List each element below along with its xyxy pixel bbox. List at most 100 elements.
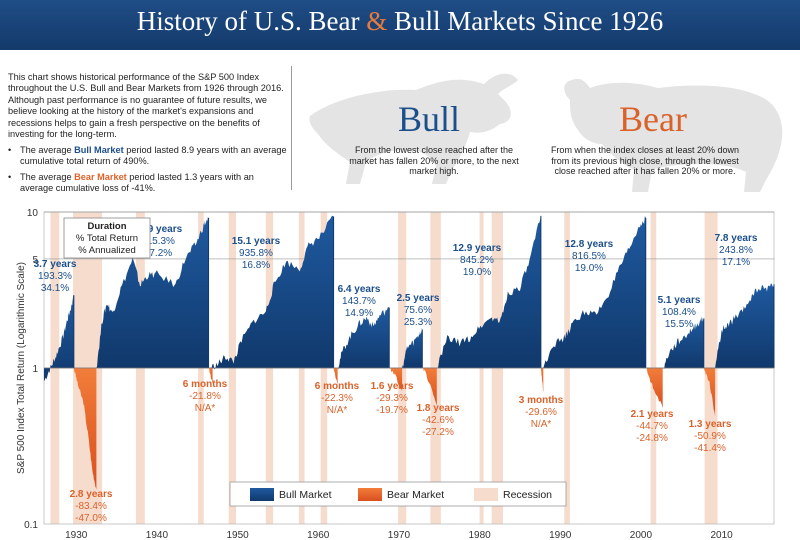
bull-heading: Bull	[398, 99, 461, 139]
legend-bear-label: Bear Market	[387, 489, 444, 501]
divider	[291, 66, 292, 190]
bull-return-label: 816.5%	[572, 251, 606, 262]
bull-return-label: 108.4%	[662, 307, 696, 318]
bear-return-label: -19.7%	[376, 405, 408, 416]
bear-duration-label: 6 months	[315, 381, 360, 392]
key-box-label: % Annualized	[78, 245, 136, 256]
bear-market-area	[389, 368, 403, 392]
bear-return-label: N/A*	[195, 403, 216, 414]
x-tick-label: 2010	[710, 530, 733, 540]
bull-duration-label: 6.4 years	[338, 284, 381, 295]
bear-market-area	[333, 368, 338, 386]
title-bar	[0, 0, 800, 50]
bull-return-label: 17.1%	[722, 257, 750, 268]
bear-duration-label: 1.8 years	[417, 403, 460, 414]
bear-duration-label: 1.6 years	[371, 381, 414, 392]
y-tick-label: 0.1	[24, 520, 38, 531]
bull-market-area	[543, 215, 646, 368]
bull-description: From the lowest close reached after the …	[349, 145, 519, 176]
bull-return-label: 16.8%	[242, 260, 270, 271]
bull-return-label: 935.8%	[239, 248, 273, 259]
bull-duration-label: 3.7 years	[34, 259, 77, 270]
bull-market-area	[402, 327, 423, 368]
bear-duration-label: 6 months	[183, 379, 228, 390]
bull-duration-label: 12.9 years	[453, 243, 502, 254]
bear-description: From when the index closes at least 20% …	[550, 145, 740, 176]
bull-duration-label: 7.8 years	[715, 233, 758, 244]
bull-market-area	[44, 294, 74, 382]
y-tick-label: 10	[27, 208, 39, 219]
key-box-label: Duration	[87, 221, 126, 232]
bear-duration-label: 1.3 years	[689, 419, 732, 430]
bear-duration-label: 2.8 years	[70, 489, 113, 500]
key-box	[63, 217, 151, 259]
x-tick-label: 1950	[226, 530, 249, 540]
y-axis-label: S&P 500 Index Total Return (Logarithmic …	[16, 262, 27, 474]
bull-market-area	[96, 217, 209, 368]
bull-return-label: 845.2%	[460, 255, 494, 266]
bear-return-label: -83.4%	[75, 501, 107, 512]
x-tick-label: 1930	[65, 530, 88, 540]
bear-return-label: -21.8%	[189, 391, 221, 402]
bear-market-area	[423, 368, 437, 406]
bull-return-label: 34.1%	[41, 283, 69, 294]
legend-recession-label: Recession	[503, 489, 552, 501]
bull-market-area	[436, 215, 541, 368]
bull-silhouette-icon	[309, 73, 518, 184]
bear-heading: Bear	[619, 99, 687, 139]
bear-return-label: -22.3%	[321, 393, 353, 404]
bear-duration-label: 2.1 years	[631, 409, 674, 420]
bull-return-label: 25.3%	[404, 317, 432, 328]
bear-market-area	[645, 368, 663, 409]
bull-return-label: 243.8%	[719, 245, 753, 256]
x-tick-label: 1970	[388, 530, 411, 540]
bull-market-area	[209, 215, 334, 370]
legend-bear-swatch	[358, 488, 382, 501]
bull-return-label: 15.5%	[665, 319, 693, 330]
bear-return-label: N/A*	[327, 405, 348, 416]
legend-box	[229, 481, 567, 507]
bull-return-label: 19.0%	[463, 267, 491, 278]
bull-market-area	[715, 282, 774, 368]
bull-market-area	[337, 307, 390, 370]
legend-recession-swatch	[474, 488, 498, 501]
x-tick-label: 1940	[146, 530, 169, 540]
bull-return-label: 193.3%	[38, 271, 72, 282]
bear-market-area	[540, 368, 544, 392]
bear-silhouette-icon	[564, 78, 783, 192]
bullet-bear: • The average Bear Market period lasted …	[8, 172, 254, 194]
bull-duration-label: 2.5 years	[397, 293, 440, 304]
x-tick-label: 1980	[468, 530, 491, 540]
key-box-label: % Total Return	[76, 233, 138, 244]
bear-return-label: -42.6%	[422, 415, 454, 426]
bear-duration-label: 3 months	[519, 395, 564, 406]
bear-return-label: -44.7%	[636, 421, 668, 432]
bear-return-label: -24.8%	[636, 433, 668, 444]
x-tick-label: 1960	[307, 530, 330, 540]
bear-return-label: -50.9%	[694, 431, 726, 442]
bear-market-area	[703, 368, 716, 417]
bull-duration-label: 15.1 years	[232, 236, 281, 247]
bear-return-label: -27.2%	[422, 427, 454, 438]
x-tick-label: 1990	[549, 530, 572, 540]
bull-return-label: 143.7%	[342, 296, 376, 307]
page-title: History of U.S. Bear & Bull Markets Sinc…	[136, 6, 664, 36]
bear-return-label: -29.6%	[525, 407, 557, 418]
bullet-bull: • The average Bull Market period lasted …	[8, 145, 287, 167]
y-tick-label: 5	[32, 255, 38, 266]
bear-return-label: -29.3%	[376, 393, 408, 404]
bull-market-area	[663, 316, 704, 370]
bull-bear-chart: 0.1 1 5 10 1930 1940 1950 1960 1970 1980 1990 2000 2…	[16, 208, 775, 540]
bear-return-label: -47.0%	[75, 513, 107, 524]
bear-return-label: N/A*	[531, 419, 552, 430]
legend-bull-swatch	[250, 488, 274, 501]
bull-return-label: 75.6%	[404, 305, 432, 316]
bull-return-label: 17.2%	[144, 248, 172, 259]
bull-duration-label: 12.8 years	[565, 239, 614, 250]
intro-text: This chart shows historical performance …	[8, 72, 284, 140]
bull-return-label: 19.0%	[575, 263, 603, 274]
bull-return-label: 14.9%	[345, 308, 373, 319]
legend-bull-label: Bull Market	[279, 489, 332, 501]
bull-duration-label: 5.1 years	[658, 295, 701, 306]
y-tick-label: 1	[32, 364, 38, 375]
